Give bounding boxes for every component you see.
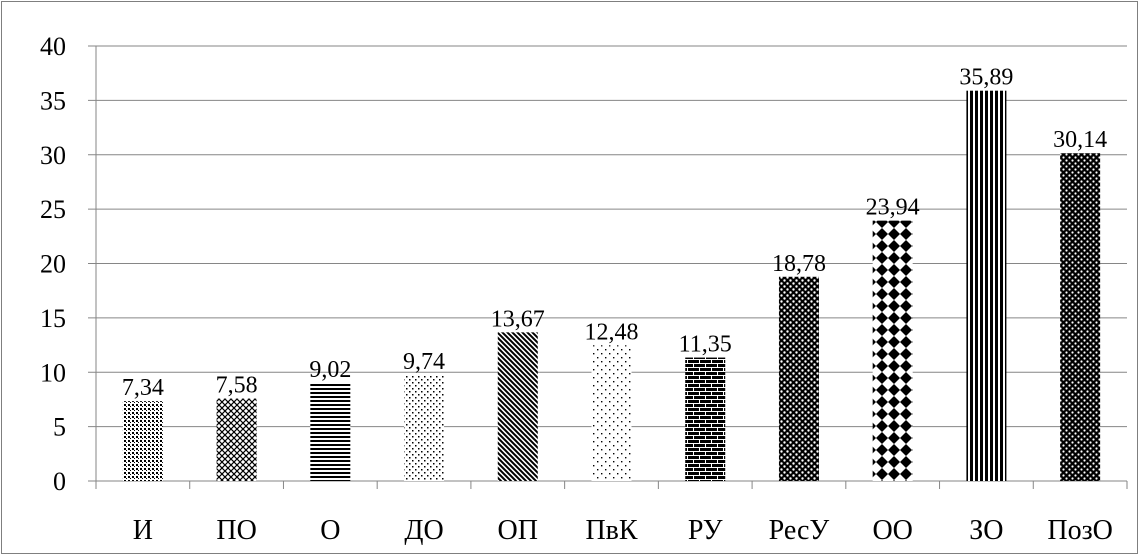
data-label: 18,78 bbox=[772, 251, 826, 277]
bar-11 bbox=[1060, 153, 1101, 482]
x-tick-label: ПозО bbox=[1047, 515, 1113, 546]
y-tick-label: 10 bbox=[40, 358, 66, 387]
data-label: 9,02 bbox=[309, 357, 351, 383]
y-tick-label: 25 bbox=[40, 195, 66, 224]
y-tick-label: 35 bbox=[40, 86, 66, 115]
x-tick-label: ОП bbox=[498, 515, 538, 546]
bar-4 bbox=[404, 375, 445, 481]
data-label: 12,48 bbox=[585, 319, 639, 345]
data-label: 11,35 bbox=[679, 332, 732, 358]
data-label: 30,14 bbox=[1053, 127, 1107, 153]
bars bbox=[122, 90, 1101, 482]
y-tick-label: 5 bbox=[53, 413, 66, 442]
x-tick-label: ОО bbox=[872, 515, 912, 546]
x-tick-label: И bbox=[133, 515, 153, 546]
bar-8 bbox=[778, 276, 819, 481]
y-tick-label: 30 bbox=[40, 141, 66, 170]
bar-9 bbox=[872, 220, 913, 481]
bar-1 bbox=[122, 401, 163, 481]
y-tick-label: 0 bbox=[53, 467, 66, 496]
data-label: 7,58 bbox=[216, 373, 258, 399]
x-tick-label: О bbox=[320, 515, 340, 546]
bar-6 bbox=[591, 345, 632, 481]
x-tick-label: ДО bbox=[404, 515, 443, 546]
data-label: 35,89 bbox=[959, 65, 1013, 91]
y-tick-label: 20 bbox=[40, 250, 66, 279]
data-label: 13,67 bbox=[491, 306, 545, 332]
data-label: 23,94 bbox=[866, 195, 920, 221]
bar-7 bbox=[685, 357, 726, 481]
data-label: 7,34 bbox=[122, 375, 164, 401]
x-tick-label: ПвК bbox=[585, 515, 637, 546]
bar-3 bbox=[310, 382, 351, 481]
x-tick-label: ЗО bbox=[969, 515, 1003, 546]
bar-2 bbox=[216, 398, 257, 481]
gridlines bbox=[96, 45, 1127, 428]
y-tick-label: 40 bbox=[40, 32, 66, 61]
bar-10 bbox=[966, 90, 1007, 481]
x-tick-label: РУ bbox=[688, 515, 723, 546]
labels: 0 5 10 15 20 25 30 35 40 7,34 И 7,58 ПО 9,02 О 9,74 ДО 13… bbox=[40, 32, 1113, 546]
data-label: 9,74 bbox=[403, 349, 445, 375]
x-tick-label: ПО bbox=[216, 515, 256, 546]
x-tick-label: РесУ bbox=[769, 515, 830, 546]
y-tick-label: 15 bbox=[40, 304, 66, 333]
bar-5 bbox=[497, 332, 538, 481]
